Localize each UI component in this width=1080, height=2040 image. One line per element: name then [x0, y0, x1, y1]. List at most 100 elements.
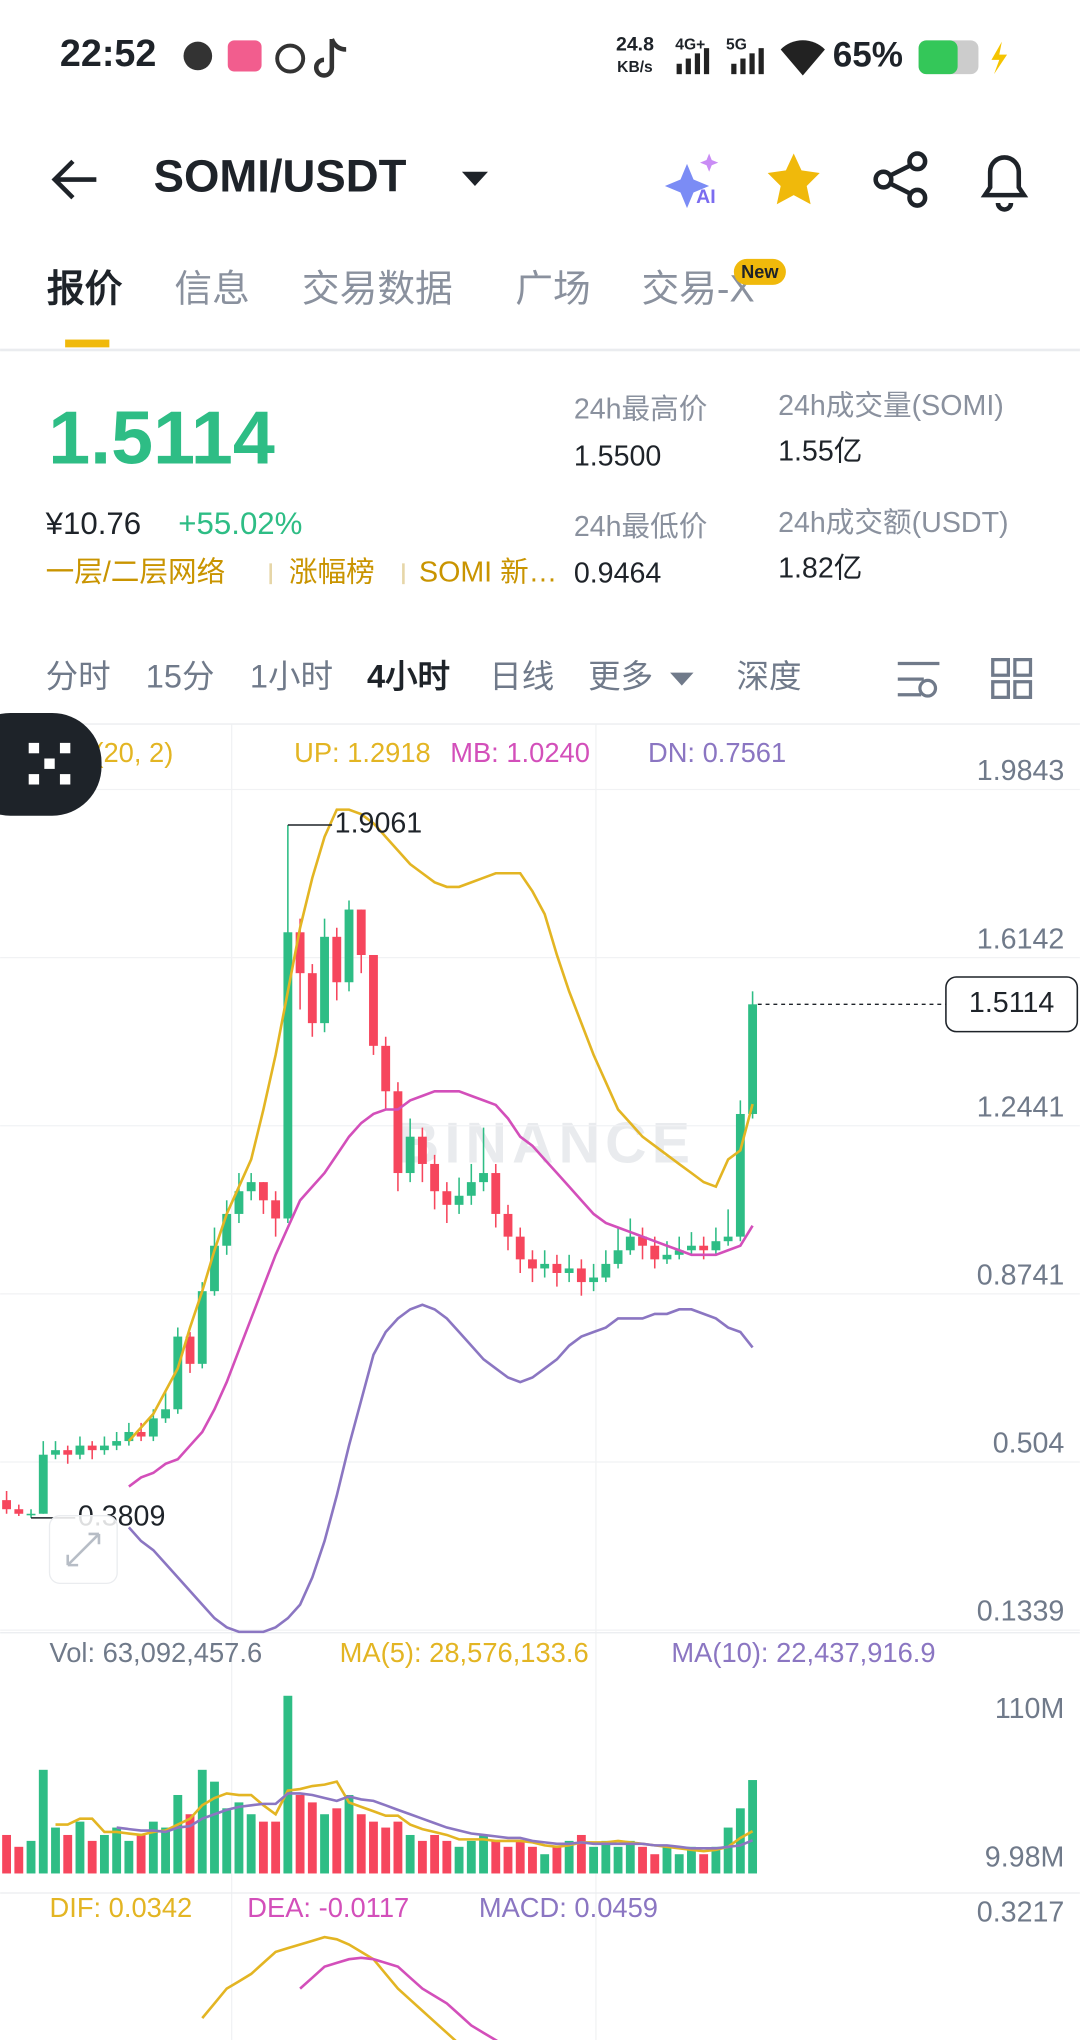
stat-label: 24h最低价 — [574, 511, 708, 543]
tag[interactable]: 一层/二层网络 — [46, 556, 226, 588]
volume-bar — [613, 1846, 623, 1874]
legend-entry: MA(5): 28,576,133.6 — [340, 1637, 589, 1668]
net-speed-unit: KB/s — [617, 59, 653, 76]
volume-bar — [161, 1827, 170, 1874]
candle-body — [222, 1213, 232, 1246]
interval[interactable]: 更多 — [588, 659, 653, 695]
tab[interactable]: 报价 — [47, 267, 123, 309]
volume-bar — [295, 1794, 305, 1874]
volume-bar — [528, 1846, 537, 1874]
candle-body — [161, 1409, 170, 1419]
candle-body — [540, 1263, 550, 1269]
volume-bar — [479, 1834, 488, 1874]
status-icons — [183, 38, 347, 78]
y-tick-label: 110M — [995, 1693, 1064, 1725]
candle-body — [589, 1277, 599, 1283]
y-tick-label: 0.1339 — [977, 1596, 1065, 1628]
floating-button[interactable] — [0, 712, 102, 816]
volume-bar — [503, 1846, 513, 1874]
volume-bar — [552, 1846, 562, 1874]
favorite-button[interactable] — [767, 153, 820, 205]
candle-body — [393, 1091, 403, 1174]
volume-bar — [99, 1834, 109, 1874]
tab[interactable]: 信息 — [174, 267, 249, 309]
indicator-line — [128, 1089, 754, 1488]
candle-body — [528, 1259, 537, 1269]
y-tick-label: 1.6142 — [977, 923, 1065, 955]
status-time: 22:52 — [60, 32, 156, 74]
legend-entry: DIF: 0.0342 — [50, 1892, 193, 1923]
tab-indicator — [65, 339, 110, 348]
y-tick-label: 1.9843 — [977, 755, 1065, 787]
stat-value: 1.5500 — [574, 441, 662, 473]
volume-bar — [197, 1769, 207, 1874]
pair-title[interactable]: SOMI/USDT — [154, 151, 407, 202]
volume-bar — [454, 1846, 464, 1874]
candle-body — [369, 954, 378, 1046]
intervals: 分时 15分 1小时 4小时 日线 更多 深度 — [46, 659, 802, 695]
expand-button[interactable] — [48, 1515, 118, 1584]
candle-body — [491, 1173, 501, 1214]
tabs: 报价 信息 交易数据 广场 交易-X — [47, 267, 755, 309]
candle-body — [51, 1450, 60, 1455]
interval[interactable]: 15分 — [146, 659, 215, 695]
volume-bar — [589, 1846, 599, 1874]
candle-body — [344, 909, 354, 983]
chart-settings[interactable] — [897, 661, 940, 698]
interval[interactable]: 1小时 — [250, 659, 333, 695]
net-type: 5G — [726, 37, 747, 54]
candle-body — [601, 1263, 611, 1278]
volume-bar — [711, 1846, 721, 1874]
volume-bar — [222, 1808, 232, 1874]
volume-bar — [650, 1854, 660, 1874]
candle-body — [185, 1336, 195, 1364]
more-dropdown[interactable] — [670, 672, 694, 686]
candle-body — [173, 1336, 183, 1410]
alert-button[interactable] — [980, 155, 1029, 212]
candle-body — [210, 1245, 219, 1292]
volume-bar — [75, 1821, 85, 1874]
volume-bar — [625, 1840, 635, 1874]
legend-entry: DN: 0.7561 — [648, 737, 786, 768]
layout-button[interactable] — [991, 657, 1033, 699]
tab[interactable]: 交易数据 — [302, 267, 453, 309]
candle-body — [14, 1509, 24, 1514]
battery-icon — [918, 40, 1008, 75]
tag[interactable]: SOMI 新… — [419, 556, 557, 588]
volume-bar — [26, 1840, 36, 1874]
volume-bar — [283, 1695, 293, 1874]
volume-bar — [2, 1834, 12, 1874]
volume-bar — [356, 1814, 366, 1874]
watermark: BINANCE — [398, 1112, 695, 1176]
volume-bar — [417, 1840, 427, 1874]
tab[interactable]: 广场 — [515, 267, 590, 309]
ai-button[interactable]: AI — [664, 153, 719, 209]
candle-body — [87, 1445, 97, 1451]
y-tick-label: 1.2441 — [977, 1091, 1065, 1123]
volume-bar — [51, 1827, 60, 1874]
share-button[interactable] — [873, 151, 928, 208]
volume-bar — [405, 1834, 415, 1874]
candle-body — [552, 1263, 562, 1273]
candle-body — [75, 1445, 85, 1455]
pair-dropdown[interactable] — [461, 171, 488, 187]
volume-bar — [112, 1827, 122, 1874]
volume-bar — [258, 1821, 268, 1874]
interval[interactable]: 日线 — [489, 659, 554, 695]
legend-entry: Vol: 63,092,457.6 — [50, 1637, 263, 1668]
interval[interactable]: 4小时 — [367, 659, 450, 695]
back-button[interactable] — [51, 159, 97, 200]
y-tick-label: 0.8741 — [977, 1259, 1065, 1291]
interval[interactable]: 分时 — [46, 659, 111, 695]
y-tick-label: 0.3217 — [977, 1896, 1065, 1928]
tags: 一层/二层网络 涨幅榜 SOMI 新… — [46, 556, 558, 588]
tag[interactable]: 涨幅榜 — [289, 556, 375, 588]
candle-body — [674, 1250, 684, 1255]
indicator-line — [127, 808, 754, 1442]
candle-body — [332, 936, 342, 983]
interval[interactable]: 深度 — [736, 659, 801, 695]
candle-body — [442, 1191, 452, 1205]
volume-bar — [540, 1854, 550, 1874]
